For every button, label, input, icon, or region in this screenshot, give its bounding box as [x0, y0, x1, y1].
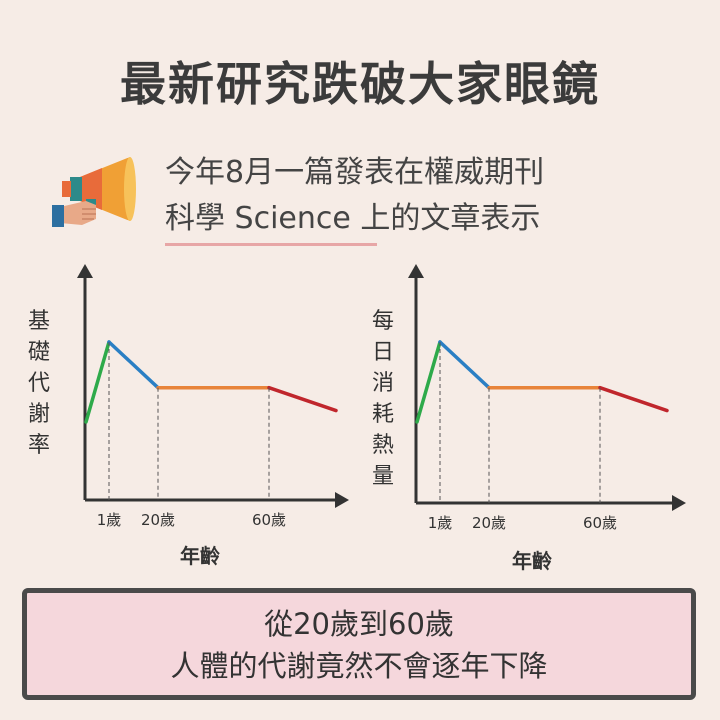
- right-tick-label-1: 20歲: [472, 514, 506, 532]
- conclusion-box: 從20歲到60歲 人體的代謝竟然不會逐年下降: [22, 588, 696, 700]
- right-chart-ylabel: 每日消耗熱量: [371, 309, 394, 489]
- announcement-line-2: 科學 Science 上的文章表示: [165, 201, 541, 236]
- right-x-axis-arrow: [672, 495, 686, 511]
- right-tick-label-0: 1歲: [428, 514, 453, 532]
- left-tick-label-2: 60歲: [252, 511, 286, 529]
- right-segment-0: [415, 340, 442, 424]
- page-title: 最新研究跌破大家眼鏡: [120, 57, 600, 111]
- conclusion-line-2: 人體的代謝竟然不會逐年下降: [170, 649, 548, 683]
- left-segment-1: [107, 340, 160, 390]
- left-chart-ylabel: 基礎代謝率: [27, 309, 50, 458]
- left-tick-label-0: 1歲: [97, 511, 122, 529]
- right-segment-1: [438, 340, 491, 390]
- left-tick-label-1: 20歲: [141, 511, 175, 529]
- left-y-axis-arrow: [77, 264, 93, 278]
- left-segment-0: [84, 340, 111, 424]
- left-x-axis-arrow: [335, 492, 349, 508]
- megaphone-icon: [52, 155, 142, 235]
- announcement-line-1: 今年8月一篇發表在權威期刊: [165, 155, 545, 190]
- right-y-axis-arrow: [408, 264, 424, 278]
- announcement-text: 今年8月一篇發表在權威期刊 科學 Science 上的文章表示: [165, 150, 544, 242]
- right-segment-3: [598, 385, 669, 413]
- right-chart-xlabel: 年齡: [512, 549, 552, 573]
- conclusion-line-1: 從20歲到60歲: [264, 607, 454, 641]
- left-chart-xlabel: 年齡: [180, 544, 220, 568]
- right-tick-label-2: 60歲: [583, 514, 617, 532]
- announcement-underline: [165, 243, 377, 246]
- left-segment-3: [267, 385, 338, 413]
